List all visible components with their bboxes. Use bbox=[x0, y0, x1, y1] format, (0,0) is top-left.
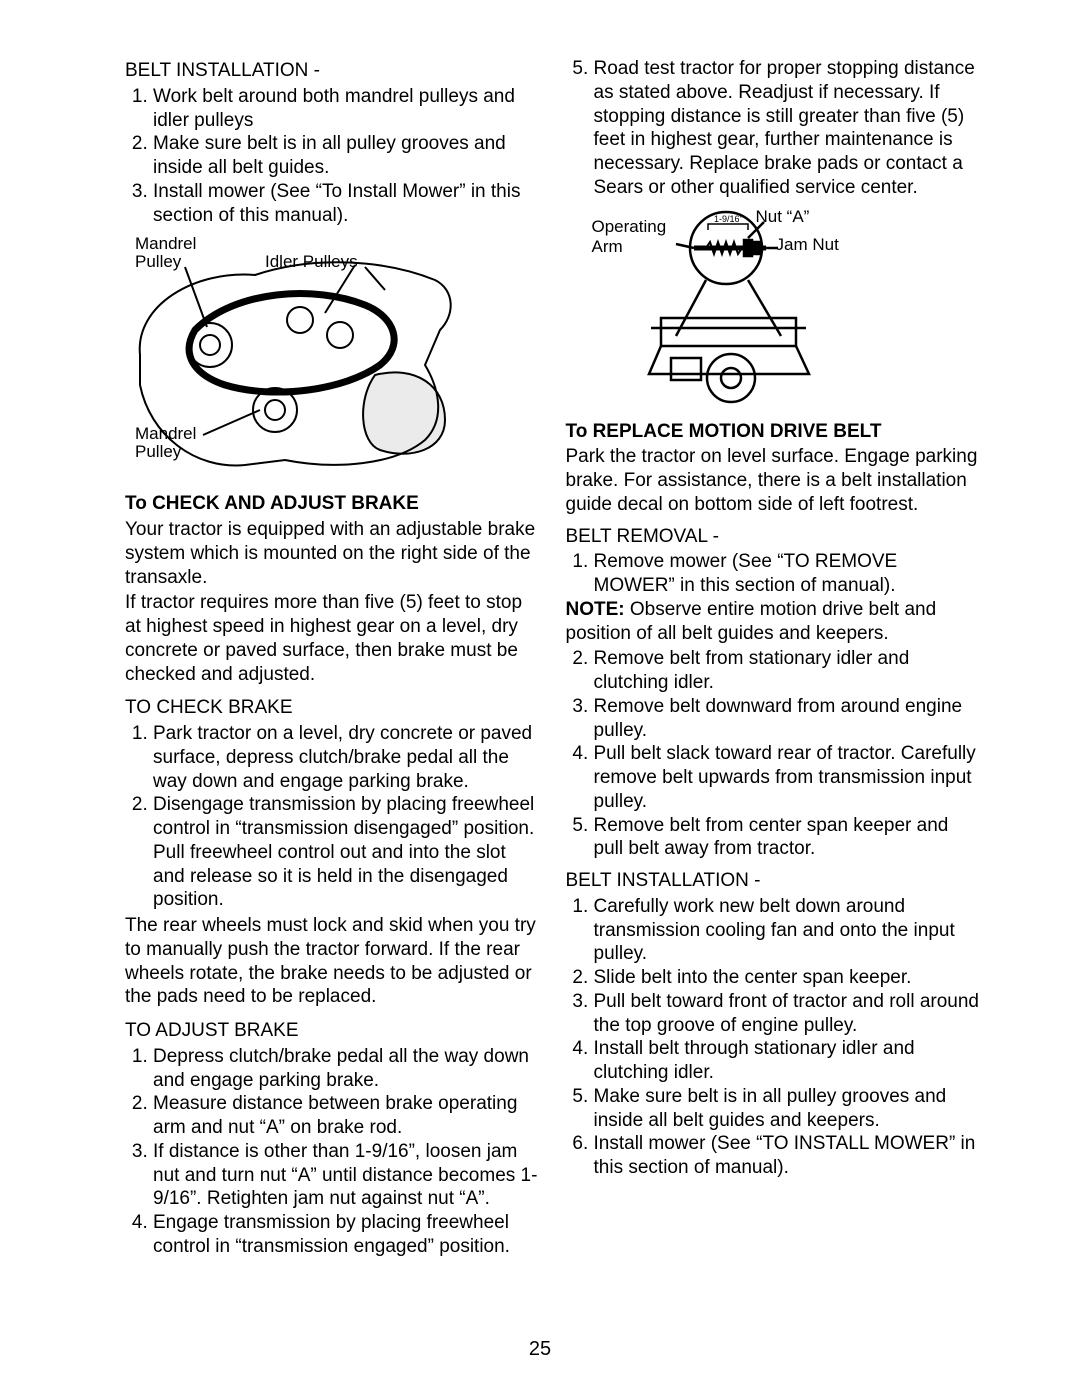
fig-label-arm: Arm bbox=[592, 238, 623, 256]
list-item: Carefully work new belt down around tran… bbox=[594, 895, 981, 966]
belt-install-list: Work belt around both mandrel pulleys an… bbox=[125, 85, 540, 228]
list-item: Remove belt from center span keeper and … bbox=[594, 814, 981, 862]
list-item: Pull belt slack toward rear of tractor. … bbox=[594, 742, 981, 813]
check-adjust-intro1: Your tractor is equipped with an adjusta… bbox=[125, 518, 540, 589]
fig-label-mandrel-bot: Mandrel bbox=[135, 425, 196, 443]
fig-label-pulley-top: Pulley bbox=[135, 253, 181, 271]
list-item: Make sure belt is in all pulley grooves … bbox=[594, 1085, 981, 1133]
replace-heading: To REPLACE MOTION DRIVE BELT bbox=[566, 420, 981, 444]
fig-label-mandrel-top: Mandrel bbox=[135, 235, 196, 253]
brake-nut-figure: Operating Arm Nut “A” Jam Nut bbox=[566, 208, 981, 408]
adjust-brake-list: Depress clutch/brake pedal all the way d… bbox=[125, 1045, 540, 1259]
fig-label-operating: Operating bbox=[592, 218, 667, 236]
svg-text:1-9/16": 1-9/16" bbox=[714, 214, 743, 224]
list-item: Depress clutch/brake pedal all the way d… bbox=[153, 1045, 540, 1093]
removal-note: NOTE: Observe entire motion drive belt a… bbox=[566, 598, 981, 646]
fig-label-idler: Idler Pulleys bbox=[265, 253, 358, 271]
check-brake-list: Park tractor on a level, dry concrete or… bbox=[125, 722, 540, 912]
removal-title: BELT REMOVAL - bbox=[566, 525, 981, 549]
check-adjust-intro2: If tractor requires more than five (5) f… bbox=[125, 591, 540, 686]
adjust-brake-list-cont: Road test tractor for proper stopping di… bbox=[566, 57, 981, 200]
install-list: Carefully work new belt down around tran… bbox=[566, 895, 981, 1180]
list-item: Remove belt from stationary idler and cl… bbox=[594, 647, 981, 695]
belt-install-title: BELT INSTALLATION - bbox=[125, 59, 540, 83]
list-item: Slide belt into the center span keeper. bbox=[594, 966, 981, 990]
list-item: Park tractor on a level, dry concrete or… bbox=[153, 722, 540, 793]
adjust-brake-title: TO ADJUST BRAKE bbox=[125, 1019, 540, 1043]
list-item: Install mower (See “To Install Mower” in… bbox=[153, 180, 540, 228]
install-title: BELT INSTALLATION - bbox=[566, 869, 981, 893]
check-brake-after: The rear wheels must lock and skid when … bbox=[125, 914, 540, 1009]
list-item: Remove mower (See “TO REMOVE MOWER” in t… bbox=[594, 550, 981, 598]
list-item: Install mower (See “TO INSTALL MOWER” in… bbox=[594, 1132, 981, 1180]
list-item: Engage transmission by placing freewheel… bbox=[153, 1211, 540, 1259]
list-item: Work belt around both mandrel pulleys an… bbox=[153, 85, 540, 133]
check-brake-title: TO CHECK BRAKE bbox=[125, 696, 540, 720]
list-item: Pull belt toward front of tractor and ro… bbox=[594, 990, 981, 1038]
fig-label-pulley-bot: Pulley bbox=[135, 443, 181, 461]
list-item: Disengage transmission by placing freewh… bbox=[153, 793, 540, 912]
right-column: Road test tractor for proper stopping di… bbox=[566, 55, 981, 1259]
list-item: Make sure belt is in all pulley grooves … bbox=[153, 132, 540, 180]
removal-list-1: Remove mower (See “TO REMOVE MOWER” in t… bbox=[566, 550, 981, 598]
list-item: Install belt through stationary idler an… bbox=[594, 1037, 981, 1085]
list-item: Road test tractor for proper stopping di… bbox=[594, 57, 981, 200]
check-adjust-heading: To CHECK AND ADJUST BRAKE bbox=[125, 492, 540, 516]
note-bold: NOTE: bbox=[566, 599, 625, 620]
left-column: BELT INSTALLATION - Work belt around bot… bbox=[125, 55, 540, 1259]
mower-deck-figure: Mandrel Pulley Idler Pulleys Mandrel Pul… bbox=[125, 235, 540, 480]
list-item: Remove belt downward from around engine … bbox=[594, 695, 981, 743]
page-number: 25 bbox=[0, 1338, 1080, 1361]
fig-label-nut-a: Nut “A” bbox=[756, 208, 810, 226]
list-item: Measure distance between brake oper­atin… bbox=[153, 1092, 540, 1140]
fig-label-jam-nut: Jam Nut bbox=[776, 236, 839, 254]
replace-intro: Park the tractor on level surface. Engag… bbox=[566, 445, 981, 516]
list-item: If distance is other than 1-9/16”, loose… bbox=[153, 1140, 540, 1211]
removal-list-2: Remove belt from stationary idler and cl… bbox=[566, 647, 981, 861]
